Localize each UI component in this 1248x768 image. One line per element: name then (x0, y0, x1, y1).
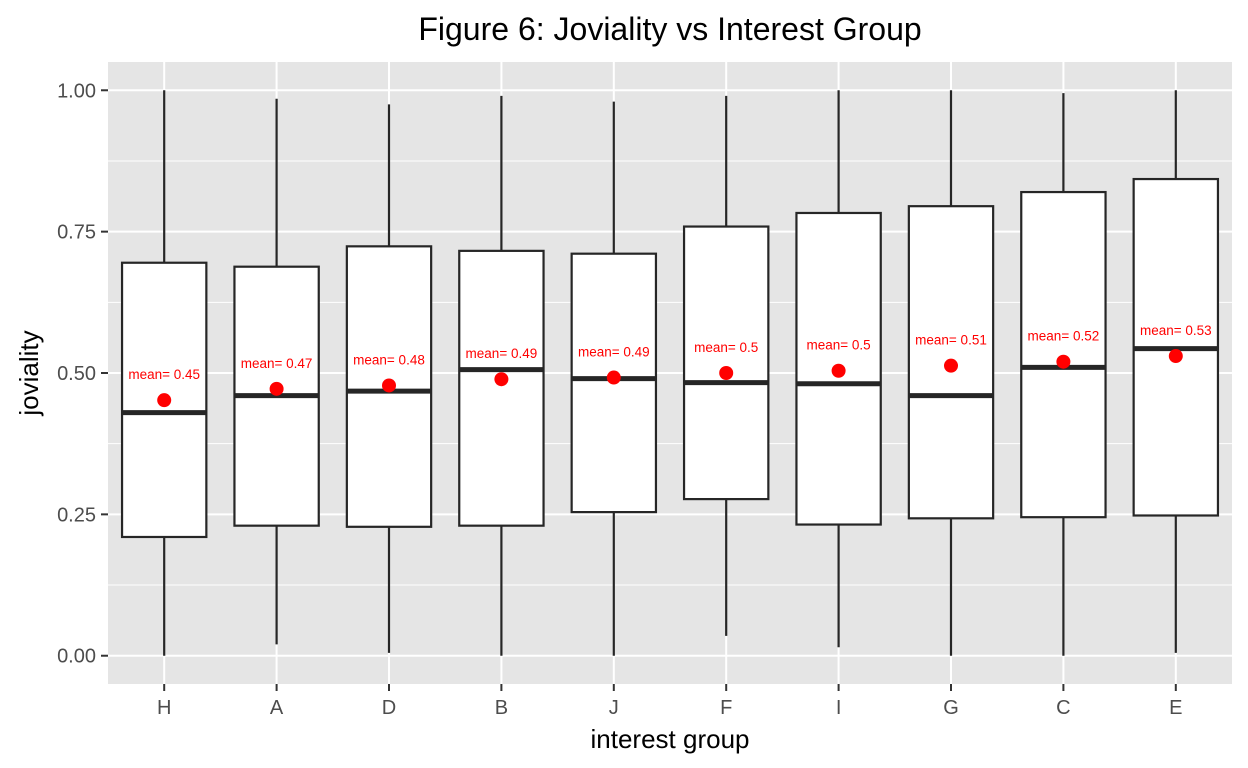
box-group-g: mean= 0.51 (907, 90, 995, 656)
box-group-d: mean= 0.48 (345, 104, 433, 653)
y-tick-label: 0.25 (57, 504, 96, 526)
box-iqr (1020, 190, 1107, 519)
x-axis-title: interest group (591, 724, 750, 754)
x-tick-label: B (495, 697, 508, 719)
x-tick-label: F (720, 697, 732, 719)
x-tick-label: D (382, 697, 396, 719)
y-tick-label: 1.00 (57, 80, 96, 102)
y-tick-label: 0.00 (57, 646, 96, 668)
mean-point (831, 363, 846, 378)
mean-label: mean= 0.45 (128, 367, 200, 382)
box-group-a: mean= 0.47 (233, 98, 320, 645)
x-tick-label: A (270, 697, 284, 719)
mean-point (157, 393, 172, 408)
mean-point (494, 372, 509, 387)
mean-label: mean= 0.48 (353, 352, 425, 367)
mean-point (1056, 354, 1071, 369)
mean-label: mean= 0.5 (694, 340, 758, 355)
mean-label: mean= 0.51 (915, 333, 987, 348)
x-tick-label: I (836, 697, 842, 719)
box-group-e: mean= 0.53 (1132, 90, 1220, 653)
mean-label: mean= 0.52 (1028, 329, 1100, 344)
y-tick-label: 0.50 (57, 363, 96, 385)
y-axis-title: joviality (14, 330, 44, 416)
box-group-j: mean= 0.49 (570, 101, 658, 656)
box-group-f: mean= 0.5 (682, 95, 770, 636)
x-tick-label: J (609, 697, 619, 719)
box-group-i: mean= 0.5 (795, 90, 882, 648)
axis-layer: 0.00 0.25 0.50 0.75 1.00 H A D B J F I G C E (57, 80, 1182, 719)
mean-label: mean= 0.49 (578, 345, 650, 360)
x-tick-label: C (1056, 697, 1070, 719)
box-iqr (682, 225, 770, 501)
x-tick-label: H (157, 697, 171, 719)
box-group-b: mean= 0.49 (458, 95, 545, 656)
chart-title: Figure 6: Joviality vs Interest Group (418, 11, 921, 47)
mean-label: mean= 0.53 (1140, 323, 1212, 338)
mean-point (719, 366, 734, 380)
box-layer: mean= 0.45 mean= 0.47 mean= 0.48 mean= 0.49… (120, 90, 1220, 656)
x-tick-label: G (943, 697, 959, 719)
x-tick-label: E (1169, 697, 1182, 719)
mean-label: mean= 0.47 (241, 356, 313, 371)
mean-label: mean= 0.5 (807, 338, 871, 353)
box-group-h: mean= 0.45 (120, 90, 208, 656)
mean-point (944, 358, 958, 373)
mean-label: mean= 0.49 (466, 346, 538, 361)
mean-point (269, 381, 284, 396)
box-group-c: mean= 0.52 (1020, 93, 1107, 656)
mean-point (606, 370, 621, 385)
box-iqr (458, 249, 545, 527)
y-tick-label: 0.75 (57, 222, 96, 244)
mean-point (1168, 349, 1183, 364)
mean-point (382, 378, 396, 393)
